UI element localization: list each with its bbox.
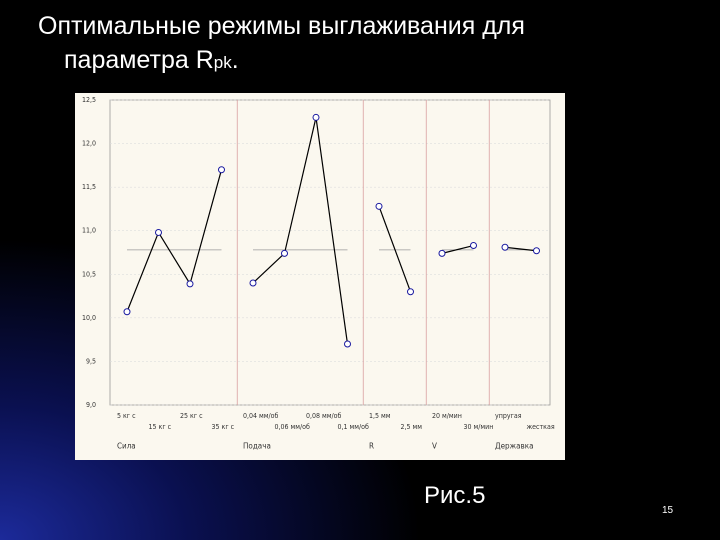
x-tick-label: упругая xyxy=(495,412,522,420)
x-tick-label: 20 м/мин xyxy=(432,412,462,420)
point xyxy=(218,166,225,174)
chart-background xyxy=(75,93,565,460)
effect-line xyxy=(378,206,412,292)
point xyxy=(123,308,131,316)
effect-line xyxy=(126,169,223,312)
point xyxy=(186,280,194,288)
x-tick-label: 15 кг с xyxy=(149,423,172,431)
title-subscript: pk xyxy=(213,53,232,72)
x-tick-label: 0,08 мм/об xyxy=(306,412,341,420)
y-tick-label: 12,0 xyxy=(82,140,96,148)
x-tick-label: 5 кг с xyxy=(117,412,136,420)
chart: 9,0 9,5 10,0 10,5 11,0 11,5 12,0 12,5 5 кг с 15 к… xyxy=(75,93,565,460)
y-tick-label: 11,5 xyxy=(82,183,96,191)
x-tick-label: 35 кг с xyxy=(212,423,235,431)
point xyxy=(312,113,320,121)
y-tick-label: 9,0 xyxy=(86,401,96,409)
point xyxy=(533,247,540,255)
point xyxy=(281,249,288,257)
y-tick-label: 12,5 xyxy=(82,96,96,104)
point xyxy=(501,243,509,251)
point xyxy=(470,242,477,250)
effect-line xyxy=(252,117,349,345)
title-end: . xyxy=(231,46,239,74)
group-label: Сила xyxy=(117,442,136,451)
slide-title-line: параметра Rpk. xyxy=(64,46,239,75)
page-number: 15 xyxy=(662,505,674,516)
group-label: R xyxy=(369,442,374,451)
x-tick-label: 2,5 мм xyxy=(401,423,423,431)
y-tick-label: 10,5 xyxy=(82,270,96,278)
title-text: параметра R xyxy=(64,46,214,74)
group-label: V xyxy=(432,442,437,451)
caption: Рис.5 xyxy=(424,482,486,509)
point xyxy=(344,340,351,348)
slide-title: Оптимальные режимы выглаживания для xyxy=(38,12,525,40)
x-tick-label: 0,1 мм/об xyxy=(338,423,369,431)
y-tick-label: 10,0 xyxy=(82,314,96,322)
point xyxy=(249,279,257,287)
group-label: Державка xyxy=(495,442,534,451)
point xyxy=(407,288,414,296)
x-tick-label: 25 кг с xyxy=(180,412,203,420)
group-label: Подача xyxy=(243,442,271,451)
y-tick-label: 9,5 xyxy=(86,357,96,365)
effect-line xyxy=(504,246,537,252)
x-tick-label: жесткая xyxy=(527,423,555,431)
x-tick-label: 0,06 мм/об xyxy=(275,423,310,431)
effect-line xyxy=(441,244,474,254)
y-tick-label: 11,0 xyxy=(82,227,96,235)
x-tick-label: 30 м/мин xyxy=(464,423,494,431)
x-tick-label: 0,04 мм/об xyxy=(243,412,278,420)
point xyxy=(375,202,383,210)
point xyxy=(155,228,162,236)
x-tick-label: 1,5 мм xyxy=(369,412,391,420)
point xyxy=(438,249,446,257)
